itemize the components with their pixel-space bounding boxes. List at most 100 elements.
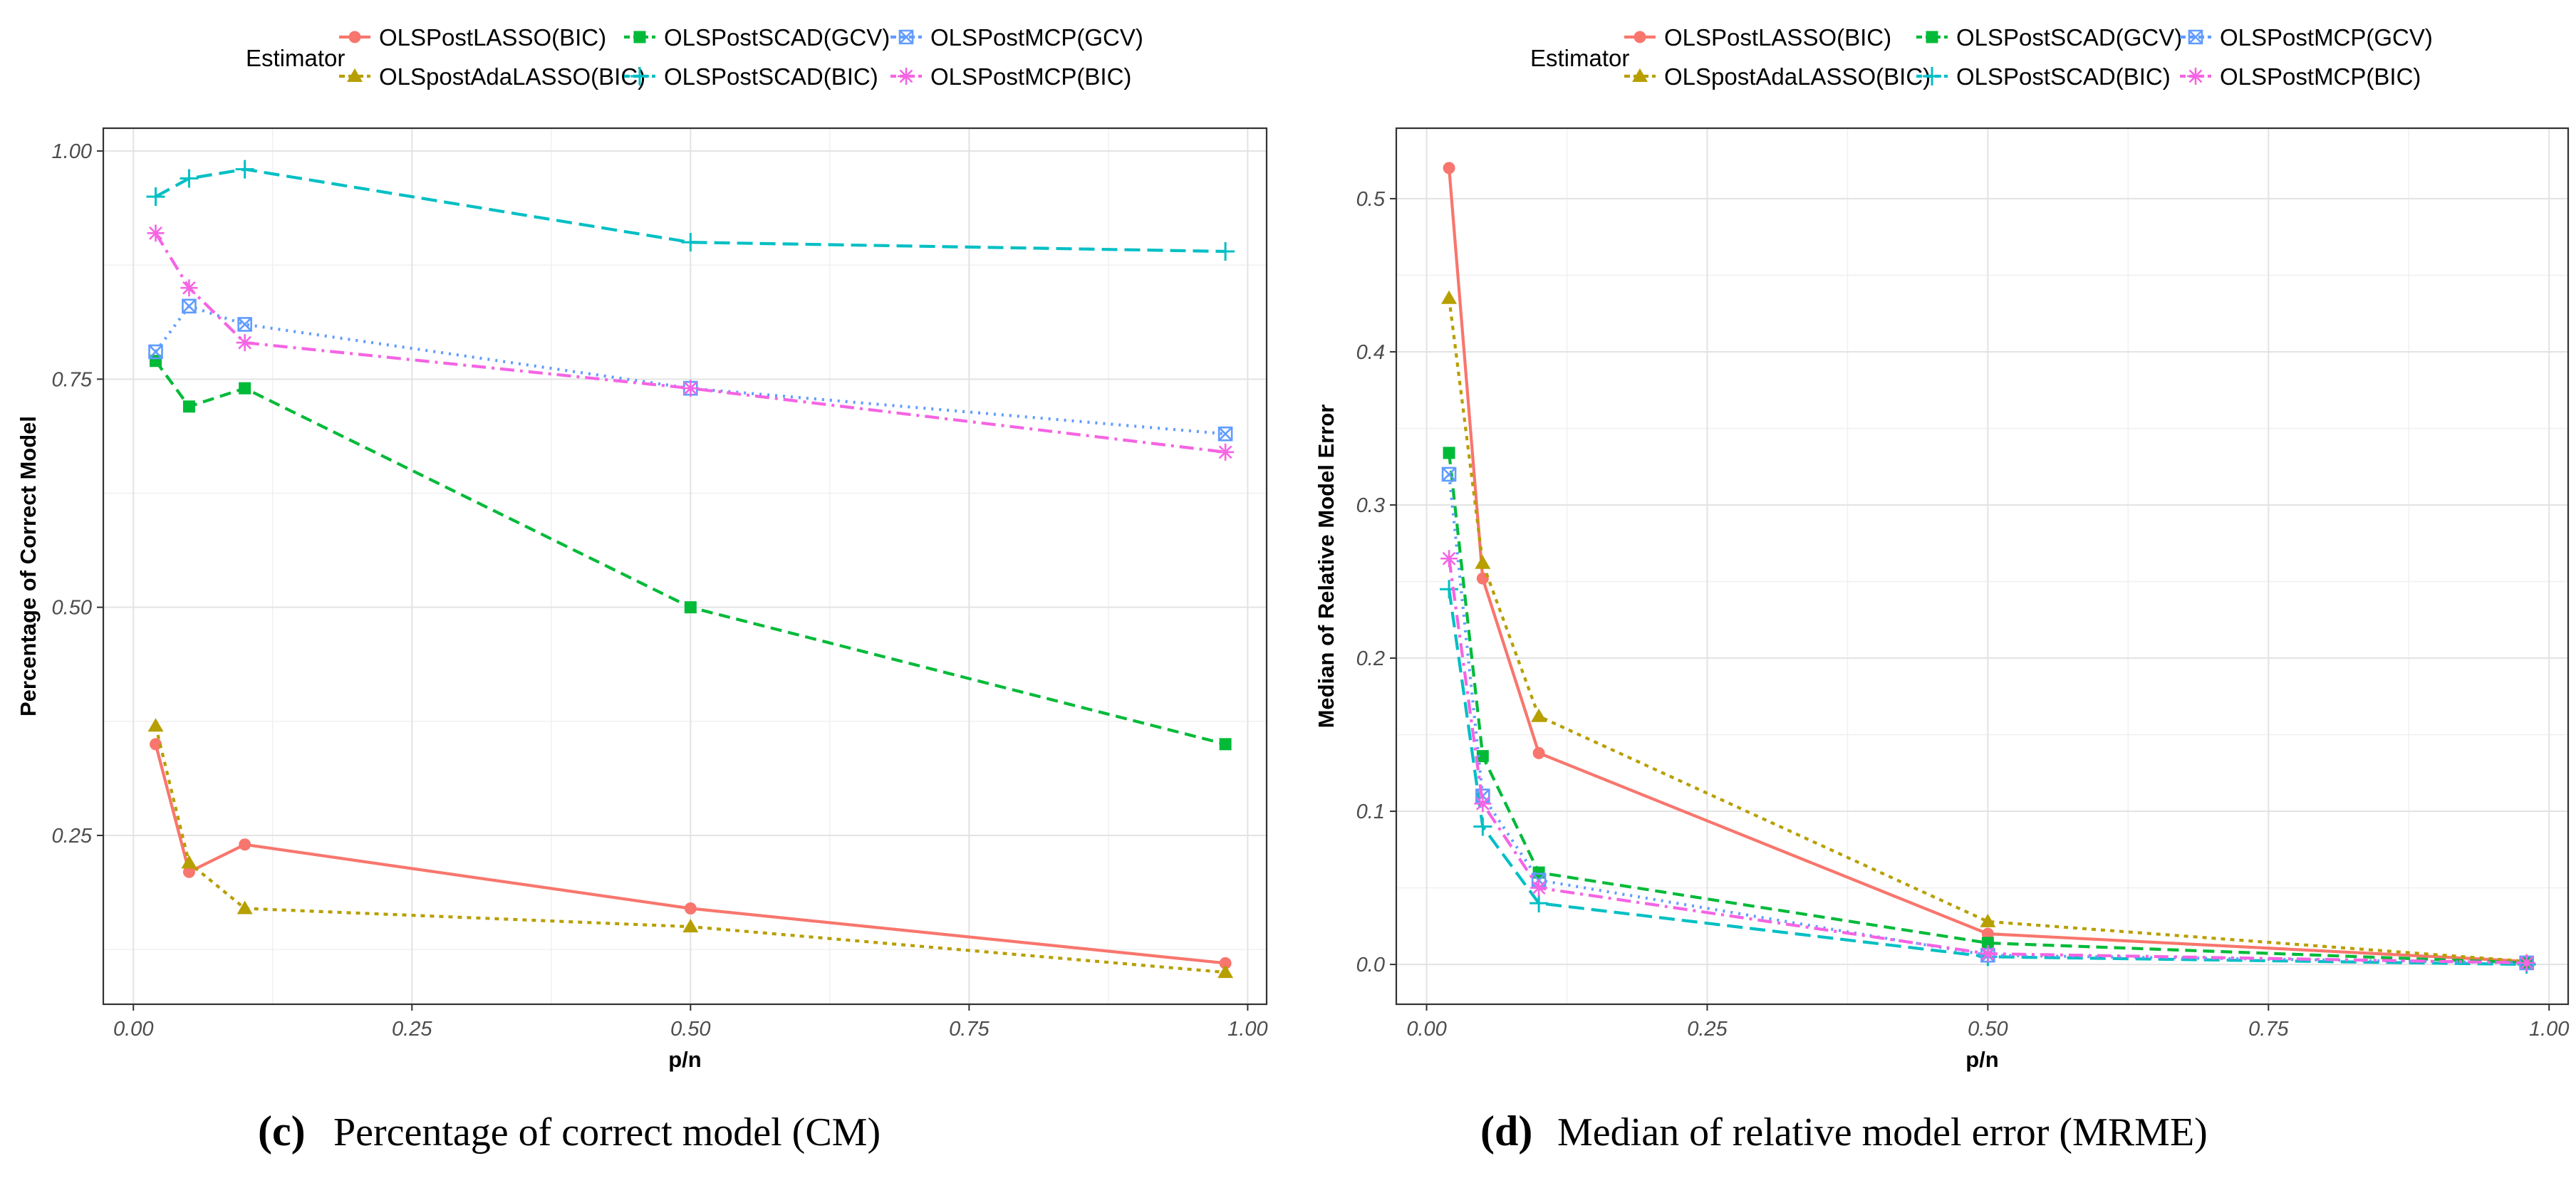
x-axis-title: p/n	[668, 1047, 702, 1072]
data-point	[182, 865, 195, 878]
data-point	[682, 919, 699, 933]
data-point	[1443, 447, 1455, 459]
data-point	[1219, 738, 1232, 751]
legend-title: Estimator	[1530, 45, 1629, 71]
legend-item: OLSPostMCP(GCV)	[890, 24, 1143, 51]
data-point	[1443, 162, 1455, 174]
legend-key-marker	[2188, 29, 2203, 45]
legend-key-marker	[630, 67, 649, 85]
data-point	[1441, 290, 1458, 304]
data-point	[1217, 443, 1235, 461]
series-5	[147, 224, 1235, 461]
data-point	[237, 317, 252, 332]
legend-key-marker	[1634, 31, 1646, 43]
data-point	[1475, 555, 1491, 569]
y-tick-label: 0.75	[52, 368, 93, 391]
legend-label: OLSPostLASSO(BIC)	[379, 24, 606, 51]
legend-item: OLSPostSCAD(BIC)	[624, 63, 878, 90]
legend-item: OLSPostSCAD(BIC)	[1916, 63, 2171, 90]
data-point	[682, 380, 700, 397]
data-point	[146, 187, 165, 207]
data-point	[1981, 937, 1994, 949]
x-tick-label: 0.00	[1406, 1018, 1446, 1041]
series-0	[150, 738, 1232, 969]
x-tick-label: 1.00	[1227, 1018, 1267, 1041]
plot-background	[1396, 128, 2568, 1004]
plot-background	[103, 128, 1267, 1004]
legend-key-marker	[347, 68, 363, 82]
data-point	[239, 838, 251, 851]
data-point	[684, 601, 697, 614]
data-point	[1532, 746, 1545, 759]
legend-label: OLSPostLASSO(BIC)	[1664, 24, 1891, 51]
data-point	[1531, 708, 1547, 722]
data-point	[182, 298, 197, 314]
y-tick-label: 0.1	[1356, 801, 1385, 823]
x-tick-label: 0.75	[949, 1018, 990, 1041]
plot-border	[1395, 127, 2570, 1006]
legend-label: OLSPostSCAD(BIC)	[1956, 63, 2171, 90]
data-point	[2518, 954, 2535, 971]
legend-label: OLSPostSCAD(GCV)	[1956, 24, 2182, 51]
data-point	[147, 224, 165, 242]
caption-letter: (c)	[258, 1108, 306, 1155]
legend-title: Estimator	[246, 45, 345, 71]
legend-label: OLSPostMCP(BIC)	[2220, 63, 2421, 90]
legend-item: OLSPostMCP(BIC)	[890, 63, 1131, 90]
data-point	[182, 400, 195, 413]
legend-item: OLSpostAdaLASSO(BIC)	[339, 63, 645, 90]
data-point	[148, 344, 163, 360]
data-point	[1440, 580, 1459, 599]
y-axis-title: Percentage of Correct Model	[16, 416, 41, 717]
data-point	[1530, 879, 1548, 897]
series-5	[1440, 550, 2535, 971]
y-tick-label: 0.5	[1356, 188, 1386, 211]
series-3	[146, 160, 1235, 261]
y-tick-label: 0.25	[52, 825, 93, 848]
y-tick-label: 0.3	[1356, 494, 1385, 517]
data-point	[1219, 957, 1232, 969]
legend-label: OLSPostMCP(GCV)	[930, 24, 1143, 51]
legend-key-marker	[633, 31, 646, 43]
legend-key-marker	[2187, 68, 2204, 85]
data-point	[239, 382, 251, 395]
data-point	[180, 279, 198, 297]
series-line	[154, 304, 1226, 436]
data-point	[1217, 426, 1233, 442]
y-tick-label: 0.2	[1356, 647, 1385, 670]
series-line	[154, 232, 1226, 454]
legend-key-marker	[1923, 67, 1941, 85]
caption-text: Median of relative model error (MRME)	[1557, 1110, 2208, 1155]
data-point	[150, 738, 162, 751]
data-point	[1979, 945, 1997, 963]
legend-item: OLSPostSCAD(GCV)	[1916, 24, 2182, 51]
data-point	[1474, 795, 1492, 813]
legend-c: Estimator OLSPostLASSO(BIC) OLSpostAdaLASS…	[246, 24, 1143, 90]
data-point	[1217, 964, 1234, 979]
legend-label: OLSpostAdaLASSO(BIC)	[379, 63, 645, 90]
data-point	[237, 900, 253, 915]
series-4	[148, 298, 1233, 442]
legend-item: OLSpostAdaLASSO(BIC)	[1624, 63, 1931, 90]
data-point	[1216, 241, 1235, 261]
legend-label: OLSpostAdaLASSO(BIC)	[1664, 63, 1931, 90]
chart-panel-c: 0.00 0.25 0.50 0.75 1.00 0.25 0.50 0.75 1.00 p/n P…	[16, 127, 1268, 1155]
data-point	[1981, 927, 1994, 940]
legend-key-marker	[348, 31, 361, 43]
y-axis-title: Median of Relative Model Error	[1314, 405, 1339, 729]
x-tick-label: 0.50	[1968, 1018, 2008, 1041]
legend-item: OLSPostLASSO(BIC)	[1624, 24, 1891, 51]
x-tick-label: 0.25	[392, 1018, 432, 1041]
legend-label: OLSPostMCP(BIC)	[930, 63, 1131, 90]
x-tick-label: 0.75	[2248, 1018, 2289, 1041]
legend-item: OLSPostSCAD(GCV)	[624, 24, 890, 51]
legend-item: OLSPostMCP(BIC)	[2180, 63, 2421, 90]
series-1	[147, 718, 1234, 979]
legend-key-marker	[1632, 68, 1648, 82]
x-tick-label: 0.50	[670, 1018, 710, 1041]
data-point	[681, 233, 700, 252]
caption-text: Percentage of correct model (CM)	[333, 1110, 881, 1155]
y-tick-label: 1.00	[52, 140, 92, 163]
y-tick-label: 0.0	[1356, 954, 1385, 976]
